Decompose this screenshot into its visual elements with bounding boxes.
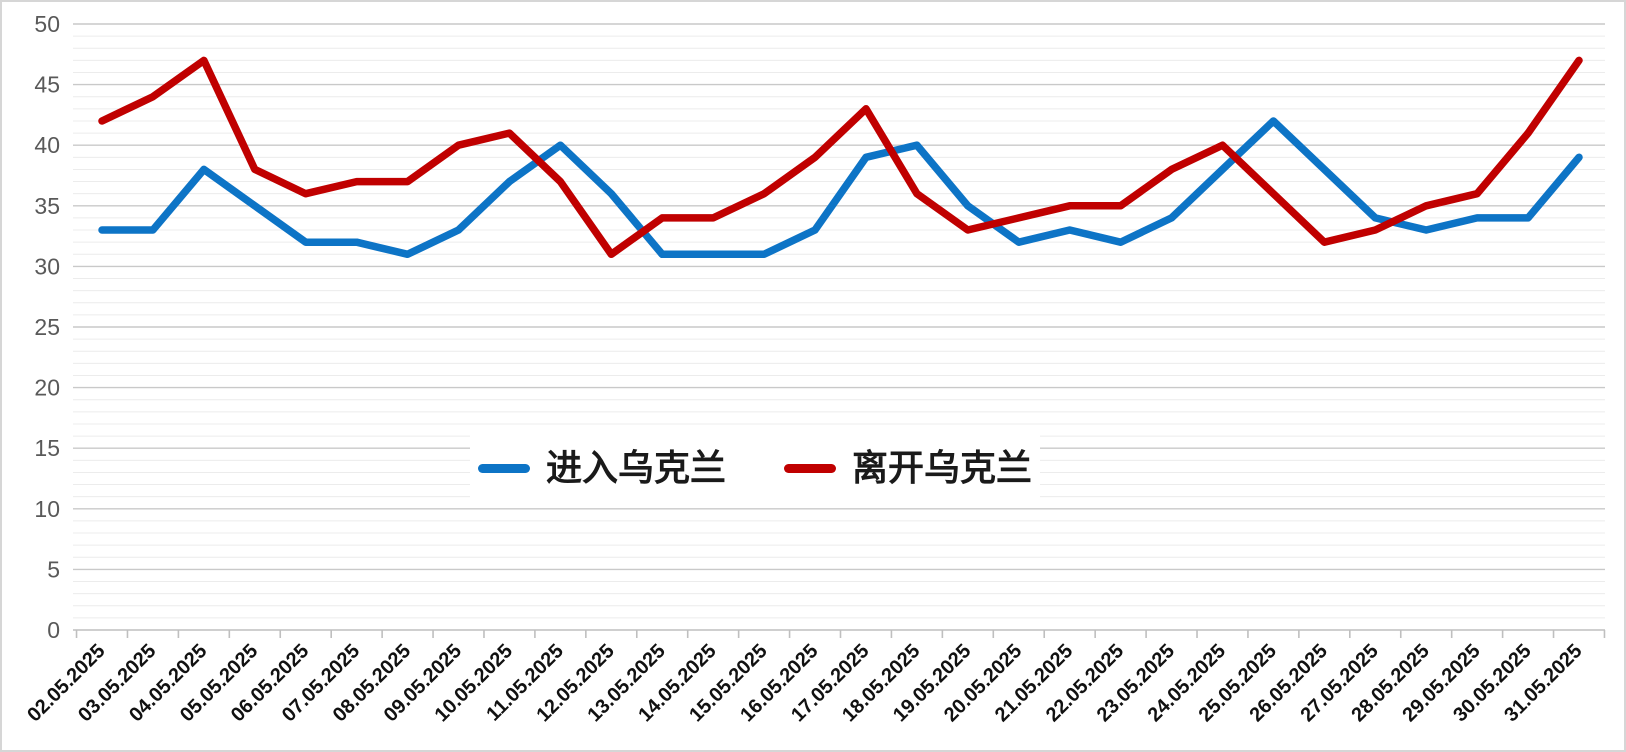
y-tick-label: 20	[34, 375, 60, 401]
y-tick-label: 15	[34, 435, 60, 461]
legend-swatch-leave-ukraine	[784, 463, 836, 473]
y-tick-label: 50	[34, 11, 60, 37]
y-tick-label: 45	[34, 72, 60, 98]
series-line-leave-ukraine	[98, 56, 1583, 259]
x-axis	[73, 629, 1606, 638]
legend-label-enter-ukraine: 进入乌克兰	[545, 447, 726, 488]
legend-item-leave-ukraine: 离开乌克兰	[784, 450, 1032, 486]
y-tick-label: 10	[34, 496, 60, 522]
y-tick-label: 5	[47, 556, 60, 582]
legend-swatch-enter-ukraine	[477, 463, 530, 473]
legend-item-enter-ukraine: 进入乌克兰	[477, 447, 726, 488]
y-tick-label: 30	[34, 253, 60, 279]
x-axis-labels: 02.05.202503.05.202504.05.202505.05.2025…	[23, 640, 1586, 726]
major-gridlines	[73, 23, 1605, 571]
y-tick-label: 25	[34, 314, 60, 340]
y-tick-label: 40	[34, 132, 60, 158]
y-tick-label: 0	[47, 617, 60, 643]
legend-label-leave-ukraine: 离开乌克兰	[852, 447, 1033, 488]
series-line-enter-ukraine	[98, 117, 1583, 259]
y-axis-labels: 0 5 10 15 20 25 30 35 40 45 50	[34, 11, 60, 643]
y-tick-label: 35	[34, 193, 60, 219]
legend: 进入乌克兰 离开乌克兰	[470, 429, 1040, 507]
